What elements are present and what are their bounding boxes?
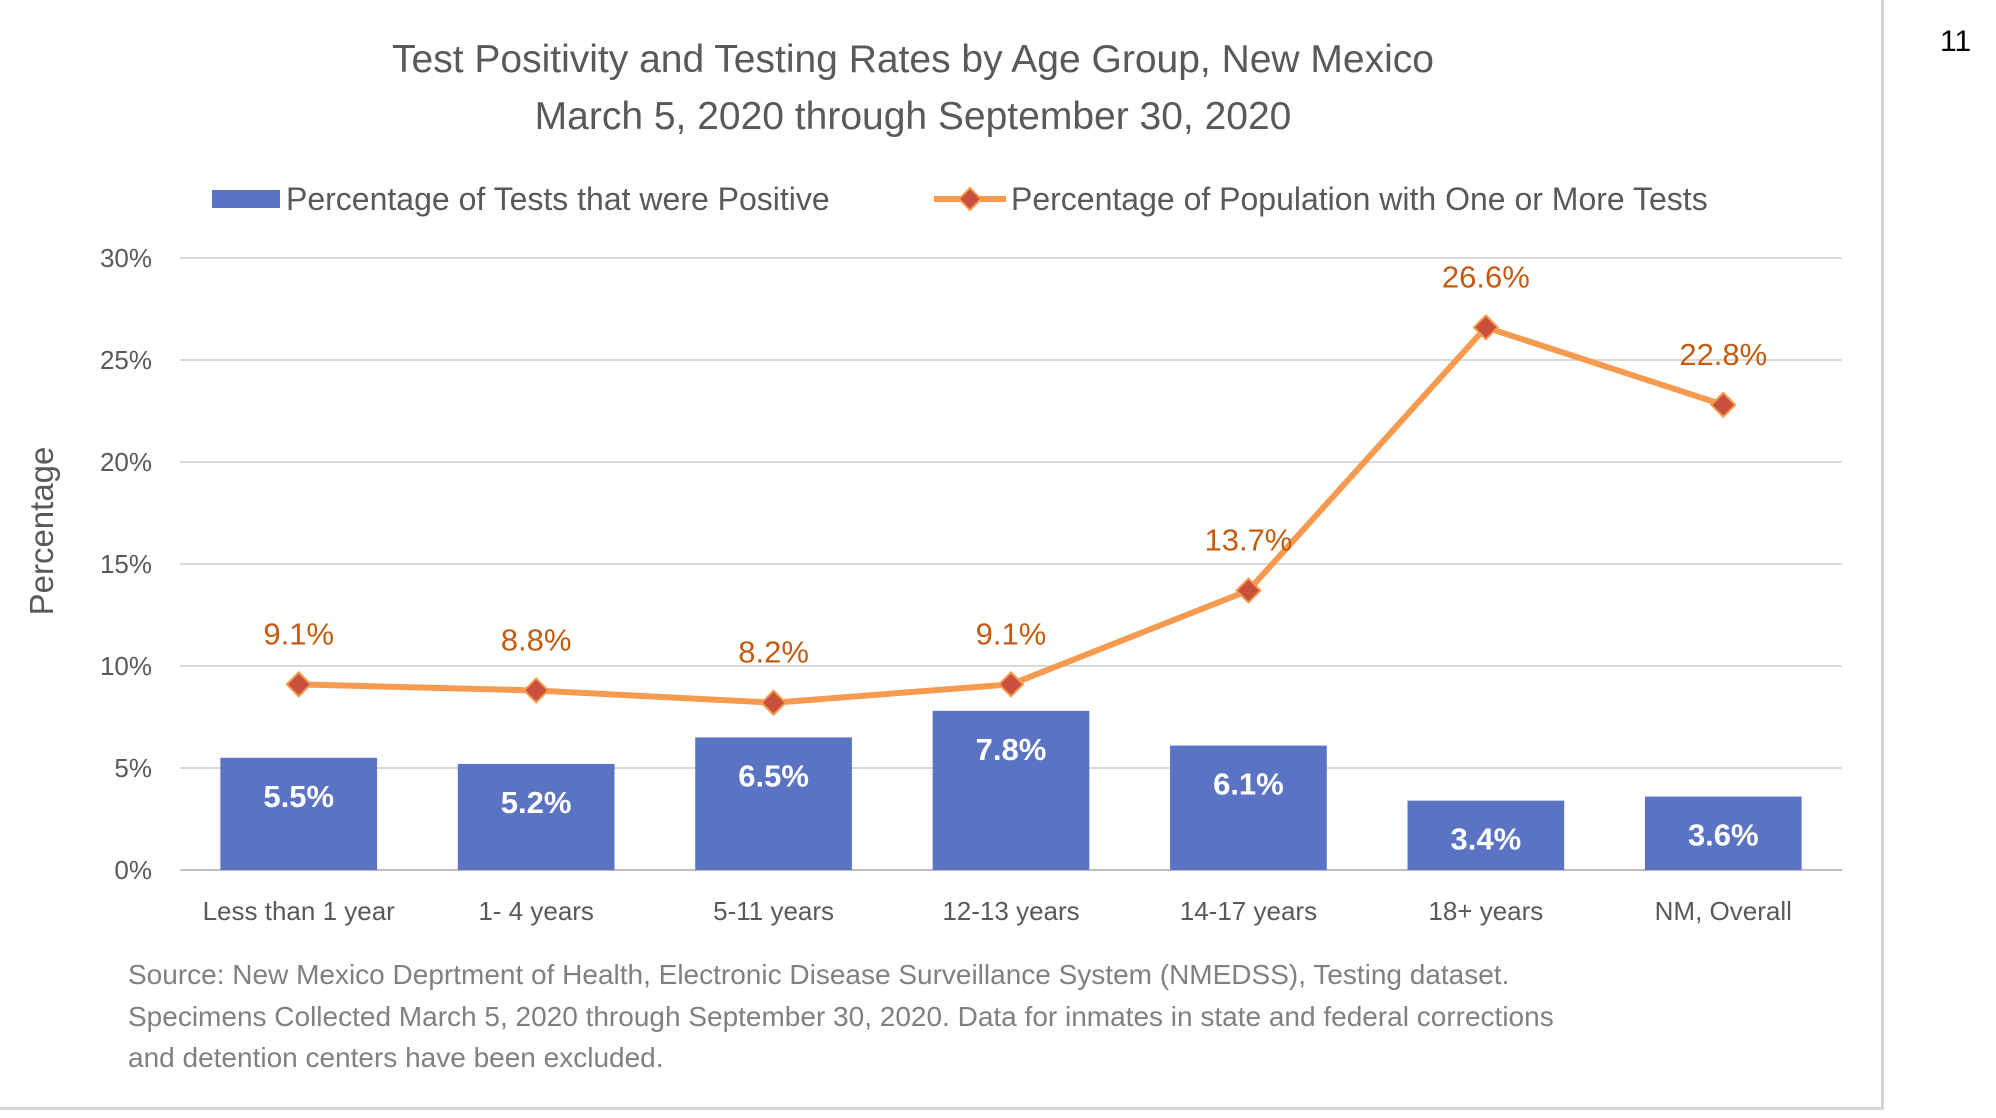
- line-marker: [760, 689, 787, 717]
- x-tick-label: 18+ years: [1428, 896, 1543, 926]
- y-tick-label: 30%: [100, 243, 152, 273]
- line-marker: [997, 670, 1025, 698]
- line-data-label: 9.1%: [976, 616, 1047, 651]
- chart-subtitle: March 5, 2020 through September 30, 2020: [534, 95, 1292, 138]
- y-tick-label: 15%: [100, 549, 152, 579]
- line-marker: [285, 670, 313, 698]
- bar-data-label: 6.5%: [738, 758, 809, 793]
- legend-swatch-bar: [212, 190, 280, 208]
- gridlines: [180, 257, 1842, 871]
- bar-data-label: 7.8%: [976, 732, 1047, 767]
- bar-data-label: 5.2%: [501, 785, 572, 820]
- line-data-label: 9.1%: [263, 616, 334, 651]
- x-tick-label: 5-11 years: [713, 896, 834, 926]
- x-tick-label: 12-13 years: [942, 896, 1079, 926]
- bar-positive-tests: [1644, 796, 1802, 870]
- bar-positive-tests: [1407, 800, 1565, 870]
- bar-positive-tests: [1170, 745, 1327, 870]
- line-marker: [1235, 577, 1262, 604]
- bar-data-label: 6.1%: [1213, 767, 1284, 802]
- bar-positive-tests: [695, 737, 852, 870]
- page-number: 11: [1940, 25, 1972, 58]
- line-marker: [1709, 391, 1737, 419]
- y-tick-label: 5%: [114, 753, 152, 783]
- line-data-label: 13.7%: [1204, 523, 1292, 558]
- legend-item-population-tested: Percentage of Population with One or Mor…: [934, 180, 1708, 218]
- chart-frame: [0, 0, 1884, 1110]
- chart-title: Test Positivity and Testing Rates by Age…: [392, 38, 1434, 81]
- x-tick-label: NM, Overall: [1655, 896, 1792, 926]
- bar-positive-tests: [457, 763, 615, 870]
- line-marker: [522, 677, 550, 704]
- bar-data-label: 5.5%: [263, 779, 334, 814]
- line-data-label: 8.2%: [738, 635, 809, 670]
- x-tick-label: 14-17 years: [1180, 896, 1317, 926]
- line-marker: [1472, 313, 1500, 341]
- legend-label-positive-tests: Percentage of Tests that were Positive: [286, 180, 830, 217]
- line-data-label: 22.8%: [1679, 337, 1767, 372]
- bar-positive-tests: [220, 757, 378, 870]
- x-tick-label: Less than 1 year: [203, 896, 396, 926]
- y-tick-label: 0%: [114, 855, 152, 885]
- line-data-label: 8.8%: [501, 622, 572, 657]
- source-note-line: and detention centers have been excluded…: [128, 1042, 664, 1073]
- bar-data-label: 3.6%: [1688, 818, 1759, 853]
- y-tick-label: 25%: [100, 345, 152, 375]
- line-data-label: 26.6%: [1442, 259, 1530, 294]
- bar-data-label: 3.4%: [1451, 822, 1522, 857]
- x-tick-label: 1- 4 years: [478, 896, 594, 926]
- source-note-line: Source: New Mexico Deprtment of Health, …: [128, 959, 1510, 990]
- y-tick-label: 20%: [100, 447, 152, 477]
- source-note-line: Specimens Collected March 5, 2020 throug…: [128, 1001, 1554, 1032]
- y-tick-label: 10%: [100, 651, 152, 681]
- legend-item-positive-tests: Percentage of Tests that were Positive: [212, 180, 830, 218]
- legend-label-population-tested: Percentage of Population with One or Mor…: [1011, 180, 1708, 217]
- legend-swatch-line: [934, 187, 1006, 211]
- bar-positive-tests: [932, 710, 1090, 870]
